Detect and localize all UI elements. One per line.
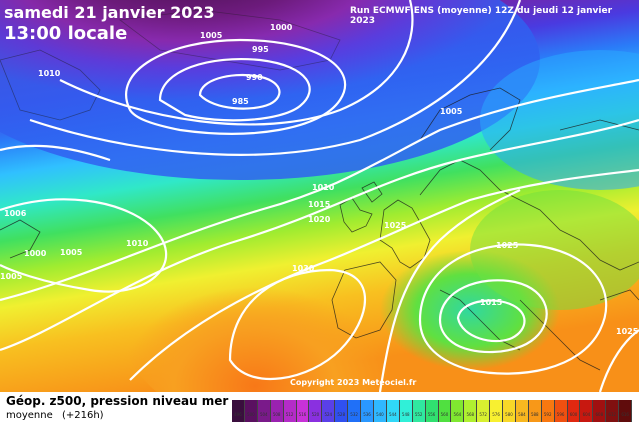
isobar-label: 1005	[60, 248, 83, 257]
scale-label: 608	[595, 412, 604, 417]
map-canvas: 1000 1005 995 1010 990 985 1005 1010 101…	[0, 0, 639, 392]
scale-label: 500	[247, 412, 255, 417]
isobar-label: 1010	[126, 239, 149, 248]
isobar-label: 1015	[308, 200, 331, 209]
scale-label: 532	[350, 412, 358, 417]
isobar-label: 1000	[270, 23, 293, 32]
forecast-date: samedi 21 janvier 2023	[4, 3, 215, 22]
isobar-label: 995	[252, 45, 269, 54]
scale-label: 604	[582, 412, 591, 417]
isobar-label: 1015	[480, 298, 503, 307]
isobar-label: 1005	[440, 107, 463, 116]
isobar-label: 1025	[616, 327, 639, 336]
isobar-label: 990	[246, 73, 263, 82]
map-subtitle-lead: (+216h)	[61, 410, 104, 421]
scale-label: 496	[234, 412, 242, 417]
scale-label: 576	[492, 412, 500, 417]
scale-swatch: 568	[464, 400, 478, 422]
scale-label: 580	[505, 412, 513, 417]
map-subtitle: moyenne (+216h)	[6, 410, 110, 421]
scale-swatch: 512	[283, 400, 297, 422]
scale-label: 616	[621, 412, 629, 417]
scale-label: 592	[543, 412, 552, 417]
scale-label: 560	[440, 412, 449, 417]
isobar-label: 1010	[312, 183, 335, 192]
scale-swatch: 516	[296, 400, 310, 422]
scale-label: 544	[389, 412, 397, 417]
map-title: Géop. z500, pression niveau mer	[6, 394, 229, 408]
scale-swatch: 612	[606, 400, 620, 422]
scale-swatch: 524	[322, 400, 336, 422]
scale-swatch: 560	[438, 400, 452, 422]
scale-label: 588	[530, 412, 539, 417]
scale-swatch: 592	[541, 400, 555, 422]
scale-swatch: 604	[580, 400, 594, 422]
isobar-label: 985	[232, 97, 249, 106]
scale-swatch: 496	[232, 400, 245, 422]
scale-label: 540	[376, 412, 384, 417]
scale-label: 552	[414, 412, 423, 417]
scale-label: 516	[298, 412, 307, 417]
scale-label: 612	[608, 412, 617, 417]
scale-swatch: 504	[257, 400, 271, 422]
scale-label: 568	[466, 412, 475, 417]
scale-swatch: 508	[270, 400, 284, 422]
scale-swatch: 572	[477, 400, 491, 422]
scale-swatch: 536	[361, 400, 374, 422]
scale-swatch: 540	[373, 400, 387, 422]
scale-swatch: 544	[386, 400, 400, 422]
scale-label: 596	[556, 412, 565, 417]
scale-swatch: 532	[348, 400, 362, 422]
weather-map: 1000 1005 995 1010 990 985 1005 1010 101…	[0, 0, 639, 392]
scale-label: 556	[427, 412, 436, 417]
scale-swatch: 552	[412, 400, 426, 422]
copyright: Copyright 2023 Meteociel.fr	[290, 378, 417, 387]
isobar-label: 1005	[0, 272, 23, 281]
scale-swatch: 528	[335, 400, 349, 422]
scale-swatch: 608	[593, 400, 607, 422]
scale-label: 504	[259, 412, 268, 417]
scale-swatch: 596	[554, 400, 568, 422]
scale-swatch: 600	[567, 400, 581, 422]
isobar-label: 1005	[200, 31, 223, 40]
scale-label: 512	[285, 412, 294, 417]
isobar-label: 1000	[24, 249, 47, 258]
scale-swatch: 580	[503, 400, 516, 422]
scale-label: 564	[453, 412, 462, 417]
forecast-time: 13:00 locale	[4, 23, 128, 44]
scale-swatch: 548	[399, 400, 413, 422]
model-run-info: Run ECMWF ENS (moyenne) 12Z du jeudi 12 …	[350, 6, 613, 26]
scale-swatch: 584	[515, 400, 529, 422]
scale-swatch: 588	[528, 400, 542, 422]
scale-swatch: 500	[244, 400, 258, 422]
isobar-label: 1010	[38, 69, 61, 78]
isobar-label: 1025	[384, 221, 407, 230]
isobar-label: 1030	[292, 264, 315, 273]
isobar-label: 1025	[496, 241, 519, 250]
scale-swatch: 556	[425, 400, 439, 422]
scale-label: 528	[337, 412, 346, 417]
isobar-label: 1006	[4, 209, 27, 218]
scale-swatch: 520	[309, 400, 323, 422]
scale-swatch: 576	[490, 400, 504, 422]
isobar-label: 1020	[308, 215, 331, 224]
scale-swatch: 616	[619, 400, 633, 422]
scale-label: 600	[569, 412, 578, 417]
scale-label: 536	[363, 412, 371, 417]
scale-swatch: 564	[451, 400, 465, 422]
scale-label: 584	[518, 412, 526, 417]
color-scale: 496 500 504 508 512 516 520 524 528 532 536 540 544 5…	[232, 400, 633, 422]
scale-label: 572	[479, 412, 487, 417]
scale-label: 520	[311, 412, 320, 417]
scale-label: 524	[324, 412, 333, 417]
scale-label: 548	[401, 412, 410, 417]
scale-label: 508	[272, 412, 281, 417]
map-subtitle-mode: moyenne	[6, 410, 53, 421]
